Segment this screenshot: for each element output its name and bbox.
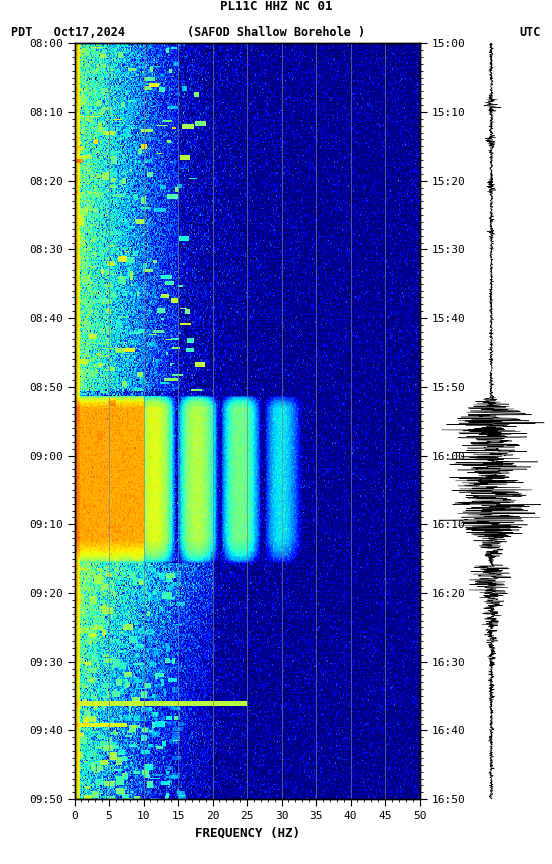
- X-axis label: FREQUENCY (HZ): FREQUENCY (HZ): [194, 827, 300, 840]
- Text: (SAFOD Shallow Borehole ): (SAFOD Shallow Borehole ): [187, 26, 365, 39]
- Text: PL11C HHZ NC 01: PL11C HHZ NC 01: [220, 0, 332, 13]
- Text: PDT   Oct17,2024: PDT Oct17,2024: [11, 26, 125, 39]
- Text: UTC: UTC: [519, 26, 541, 39]
